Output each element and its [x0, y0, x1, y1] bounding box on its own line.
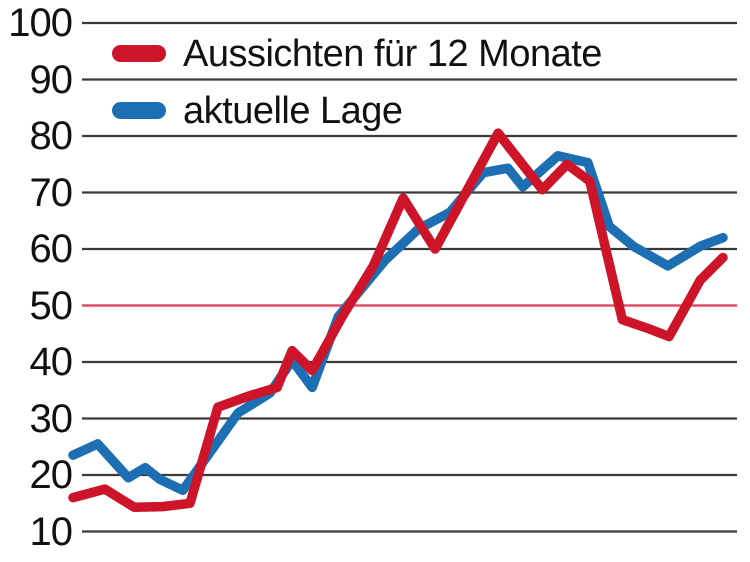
- current-line-swatch: [112, 102, 166, 119]
- legend-item-outlook: Aussichten für 12 Monate: [112, 32, 602, 75]
- outlook-legend-label: Aussichten für 12 Monate: [183, 32, 602, 75]
- legend: Aussichten für 12 Monate aktuelle Lage: [112, 32, 602, 150]
- outlook-12-months-line: [68, 128, 728, 512]
- current-situation-line: [68, 151, 728, 496]
- legend-item-current: aktuelle Lage: [112, 89, 602, 132]
- gridlines: [82, 21, 737, 533]
- outlook-line-swatch: [112, 45, 166, 62]
- current-legend-label: aktuelle Lage: [183, 89, 403, 132]
